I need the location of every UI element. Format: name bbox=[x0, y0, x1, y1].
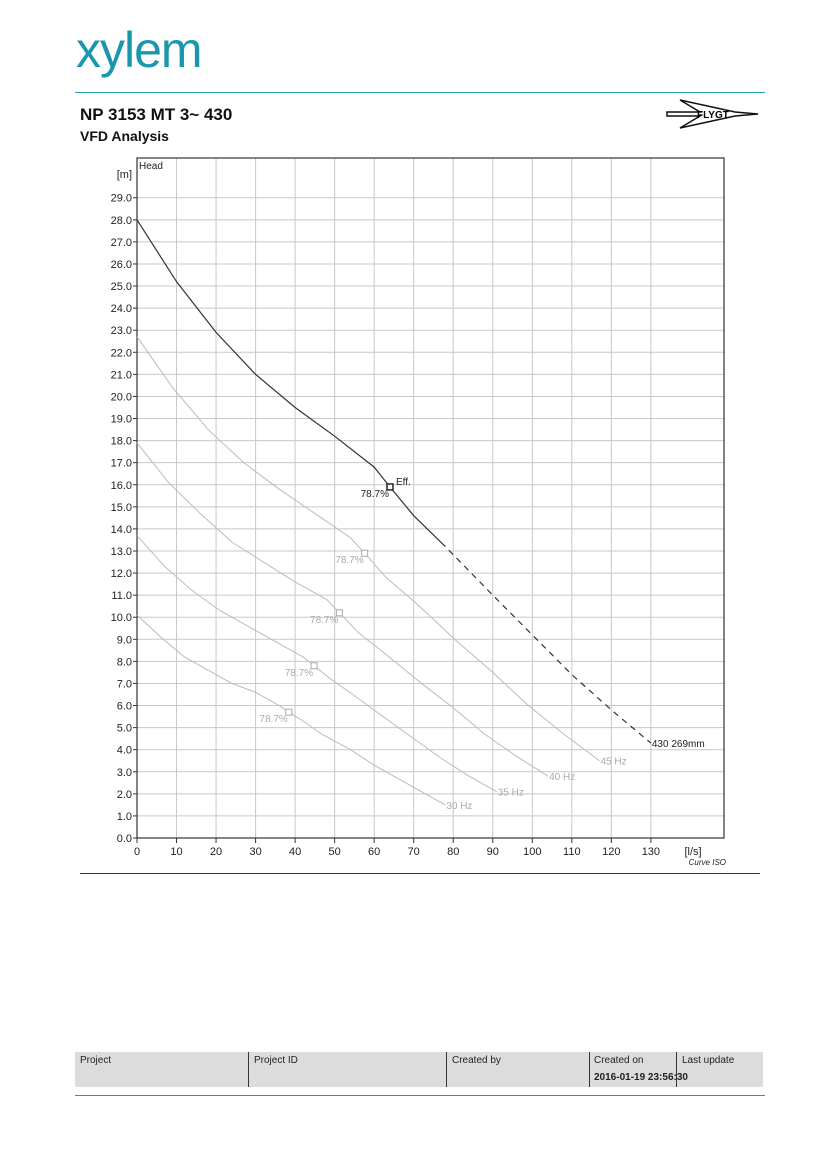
y-tick-label: 6.0 bbox=[117, 701, 132, 713]
title: NP 3153 MT 3~ 430 bbox=[80, 105, 233, 124]
bep-label: 78.7% bbox=[285, 668, 313, 679]
y-tick-label: 12.0 bbox=[111, 568, 132, 580]
y-tick-label: 17.0 bbox=[111, 458, 132, 470]
col-sep bbox=[248, 1052, 249, 1087]
bep-marker bbox=[386, 483, 394, 491]
curve-label: 40 Hz bbox=[549, 772, 575, 783]
y-tick-label: 19.0 bbox=[111, 414, 132, 426]
bep-label: 78.7% bbox=[335, 555, 363, 566]
x-tick-label: 130 bbox=[642, 846, 660, 858]
x-tick-label: 20 bbox=[210, 846, 222, 858]
y-tick-label: 5.0 bbox=[117, 723, 132, 735]
header-rule bbox=[75, 92, 765, 93]
curve-label: 45 Hz bbox=[600, 757, 626, 768]
brand-text: FLYGT bbox=[697, 110, 729, 121]
bep-marker bbox=[285, 708, 293, 716]
y-tick-label: 25.0 bbox=[111, 281, 132, 293]
curve-label: 35 Hz bbox=[498, 788, 524, 799]
y-tick-label: 9.0 bbox=[117, 634, 132, 646]
bep-marker bbox=[310, 662, 318, 670]
curve-label: 430 269mm bbox=[652, 739, 705, 750]
column-header: Last update bbox=[682, 1055, 735, 1066]
column-header: Project ID bbox=[254, 1055, 298, 1066]
y-tick-label: 11.0 bbox=[111, 590, 132, 602]
bep-marker bbox=[335, 609, 343, 617]
curve bbox=[136, 219, 652, 744]
y-tick-label: 0.0 bbox=[117, 833, 132, 845]
footer-rule bbox=[75, 1095, 765, 1096]
col-sep bbox=[589, 1052, 590, 1087]
x-tick-label: 100 bbox=[523, 846, 541, 858]
curve bbox=[136, 336, 600, 762]
x-tick-label: 60 bbox=[368, 846, 380, 858]
col-sep bbox=[446, 1052, 447, 1087]
chart: 0 10 20 30 40 50 60 70 80 90 100 110 120 130 0.0 1.0 2.0… bbox=[80, 157, 760, 874]
y-tick-label: 10.0 bbox=[111, 612, 132, 624]
y-tick-label: 22.0 bbox=[111, 347, 132, 359]
y-tick-label: 4.0 bbox=[117, 745, 132, 757]
x-tick-label: 40 bbox=[289, 846, 301, 858]
x-tick-label: 30 bbox=[249, 846, 261, 858]
x-tick-label: 90 bbox=[487, 846, 499, 858]
x-tick-label: 50 bbox=[329, 846, 341, 858]
bep-label: 78.7% bbox=[361, 489, 389, 500]
y-tick-label: 16.0 bbox=[111, 480, 132, 492]
y-tick-label: 21.0 bbox=[111, 369, 132, 381]
y-tick-label: 20.0 bbox=[111, 391, 132, 403]
curve-label: 30 Hz bbox=[446, 801, 472, 812]
y-tick-label: 14.0 bbox=[111, 524, 132, 536]
x-unit: [l/s] bbox=[684, 846, 701, 858]
col-sep bbox=[676, 1052, 677, 1087]
y-tick-label: 26.0 bbox=[111, 259, 132, 271]
y-tick-label: 3.0 bbox=[117, 767, 132, 779]
bep-note: Eff. bbox=[396, 477, 411, 488]
y-tick-label: 28.0 bbox=[111, 215, 132, 227]
bep-marker bbox=[361, 549, 369, 557]
brand-logo: FLYGT bbox=[666, 99, 759, 129]
y-tick-label: 23.0 bbox=[111, 325, 132, 337]
column-header: Created on bbox=[594, 1055, 644, 1066]
y-tick-label: 27.0 bbox=[111, 237, 132, 249]
y-unit: [m] bbox=[117, 169, 132, 181]
subtitle: VFD Analysis bbox=[80, 128, 169, 144]
y-tick-label: 15.0 bbox=[111, 502, 132, 514]
x-tick-label: 80 bbox=[447, 846, 459, 858]
y-axis-label: Head bbox=[139, 161, 163, 172]
y-tick-label: 2.0 bbox=[117, 789, 132, 801]
y-tick-label: 18.0 bbox=[111, 436, 132, 448]
bep-label: 78.7% bbox=[259, 714, 287, 725]
footer-table: Project Project ID Created by Created on… bbox=[75, 1052, 763, 1087]
bep-label: 78.7% bbox=[310, 615, 338, 626]
y-tick-label: 7.0 bbox=[117, 678, 132, 690]
x-tick-label: 0 bbox=[134, 846, 140, 858]
created-on: 2016-01-19 23:56:30 bbox=[594, 1072, 688, 1083]
column-header: Created by bbox=[452, 1055, 501, 1066]
x-tick-label: 120 bbox=[602, 846, 620, 858]
brand-arrow bbox=[666, 99, 759, 129]
x-tick-label: 70 bbox=[408, 846, 420, 858]
y-tick-label: 1.0 bbox=[117, 811, 132, 823]
x-tick-label: 10 bbox=[170, 846, 182, 858]
column-header: Project bbox=[80, 1055, 112, 1066]
y-tick-label: 29.0 bbox=[111, 193, 132, 205]
y-tick-label: 8.0 bbox=[117, 656, 132, 668]
annotation: Curve ISO bbox=[689, 858, 726, 867]
y-tick-label: 24.0 bbox=[111, 303, 132, 315]
plot-frame bbox=[136, 157, 725, 839]
logo: xylem bbox=[76, 22, 203, 78]
x-tick-label: 110 bbox=[563, 846, 581, 858]
y-tick-label: 13.0 bbox=[111, 546, 132, 558]
